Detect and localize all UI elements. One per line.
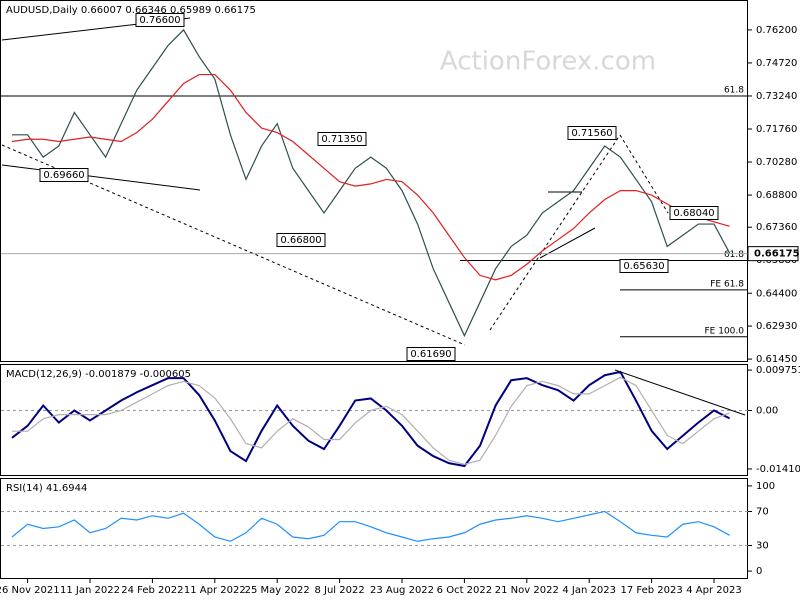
x-tick-label: 4 Jan 2023 [562, 585, 616, 596]
macd-panel [0, 364, 748, 476]
y-tick-label: 0.00 [756, 405, 778, 416]
trendline [619, 134, 669, 214]
last-price-label: 0.66175 [754, 249, 800, 260]
annotation: 0.65630 [623, 261, 664, 272]
annotation: 0.71560 [571, 128, 612, 139]
trendline [539, 227, 596, 259]
annotation-box [669, 206, 719, 220]
x-tick-label: 11 Apr 2022 [184, 585, 246, 596]
annotation-box [317, 132, 367, 146]
series-line [11, 370, 731, 468]
annotation-box [39, 168, 89, 182]
x-tick-label: 24 Feb 2022 [121, 585, 183, 596]
trendline [614, 369, 746, 416]
annotation-box [135, 13, 185, 27]
annotation: 0.71350 [321, 134, 362, 145]
y-tick-label: 0.70280 [756, 157, 797, 168]
chart-title: AUDUSD,Daily 0.66007 0.66346 0.65989 0.6… [6, 5, 256, 16]
annotation-box [276, 233, 326, 247]
annotation-box [406, 347, 456, 361]
x-tick-label: 25 May 2022 [245, 585, 310, 596]
annotation: 0.68040 [673, 208, 714, 219]
y-tick-label: 0.74720 [756, 58, 797, 69]
last-price-box [747, 246, 799, 262]
x-tick-label: 4 Apr 2023 [686, 585, 741, 596]
level-label: FE 100.0 [705, 326, 745, 336]
trendline [1, 164, 201, 191]
x-tick-label: 21 Nov 2022 [495, 585, 559, 596]
x-tick-label: 26 Nov 2021 [0, 585, 60, 596]
y-tick-label: 0.76200 [756, 25, 797, 36]
annotation-box [567, 126, 617, 140]
annotation: 0.69660 [43, 170, 84, 181]
trendlines [1, 17, 746, 416]
price-panel [0, 0, 748, 362]
y-tick-label: 0 [756, 566, 762, 577]
x-tick-label: 11 Jan 2022 [60, 585, 120, 596]
series-line [11, 510, 730, 542]
annotation-box [619, 259, 669, 273]
y-tick-label: 0.64400 [756, 288, 797, 299]
x-tick-label: 23 Aug 2022 [370, 585, 434, 596]
watermark: ActionForex.com [440, 47, 656, 77]
y-tick-label: 0.68800 [756, 190, 797, 201]
y-tick-label: 0.71760 [756, 124, 797, 135]
series-line [12, 376, 730, 465]
x-tick-label: 8 Jul 2022 [314, 585, 364, 596]
y-tick-label: 30 [756, 541, 769, 552]
y-tick-label: -0.014107 [756, 464, 800, 475]
trendline [489, 134, 621, 331]
y-tick-label: 0.62930 [756, 321, 797, 332]
level-label: 61.8 [724, 250, 744, 260]
series-line [12, 28, 731, 338]
y-tick-label: 100 [756, 481, 775, 492]
y-tick-label: 0.009751 [756, 365, 800, 376]
rsi-panel [0, 478, 748, 579]
y-tick-label: 0.61450 [756, 354, 797, 365]
y-tick-label: 70 [756, 506, 769, 517]
macd-title: MACD(12,26,9) -0.001879 -0.000605 [6, 369, 191, 380]
y-tick-label: 0.73240 [756, 91, 797, 102]
level-label: 61.8 [724, 85, 744, 95]
annotation: 0.76600 [139, 15, 180, 26]
level-label: FE 61.8 [710, 279, 744, 289]
rsi-title: RSI(14) 41.6944 [6, 483, 87, 494]
annotation: 0.66800 [280, 235, 321, 246]
x-tick-label: 6 Oct 2022 [437, 585, 492, 596]
annotation: 0.61690 [410, 349, 451, 360]
series-line [11, 73, 730, 281]
y-tick-label: 0.67360 [756, 222, 797, 233]
x-tick-label: 17 Feb 2023 [620, 585, 682, 596]
